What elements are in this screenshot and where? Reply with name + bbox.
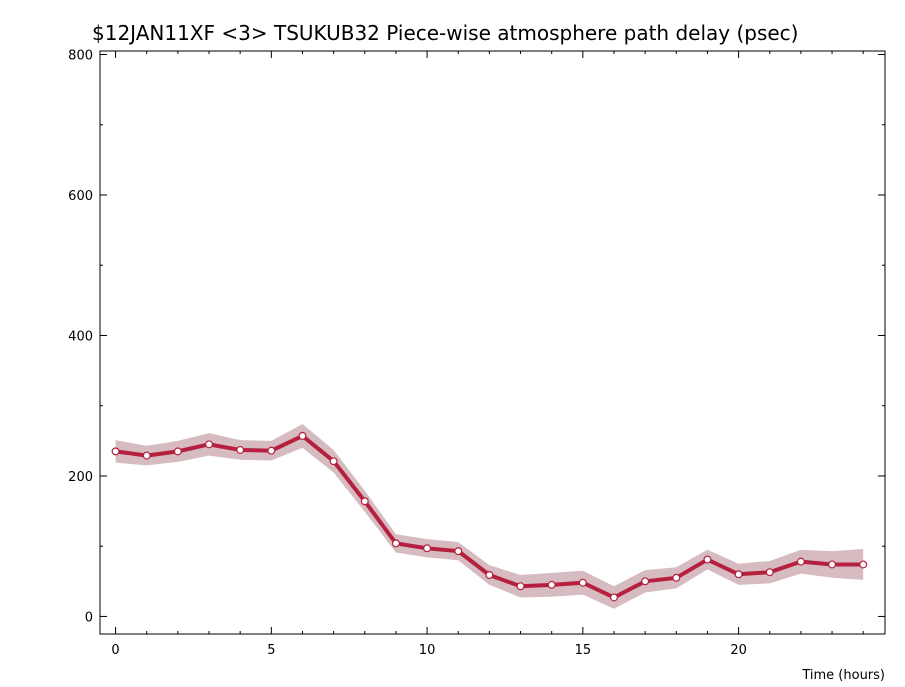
data-point xyxy=(298,431,307,440)
x-tick-label: 0 xyxy=(111,643,119,658)
y-tick-label: 0 xyxy=(85,610,93,625)
data-point xyxy=(267,446,276,455)
data-point xyxy=(641,577,650,586)
error-band-layer xyxy=(115,423,864,609)
data-point xyxy=(734,570,743,579)
data-point xyxy=(329,457,338,466)
data-point xyxy=(578,578,587,587)
y-tick-label: 400 xyxy=(68,329,93,344)
y-tick-label: 800 xyxy=(68,49,93,64)
data-point xyxy=(360,497,369,506)
y-tick-label: 200 xyxy=(68,470,93,485)
data-point xyxy=(796,557,805,566)
data-point xyxy=(516,582,525,591)
data-point xyxy=(236,445,245,454)
data-point xyxy=(828,560,837,569)
data-point xyxy=(485,570,494,579)
data-point xyxy=(454,547,463,556)
data-point xyxy=(111,447,120,456)
data-point xyxy=(173,447,182,456)
x-axis-label: Time (hours) xyxy=(801,668,885,683)
data-point-layer xyxy=(111,431,868,602)
data-point xyxy=(672,573,681,582)
data-point xyxy=(205,440,214,449)
x-tick-label: 15 xyxy=(575,643,592,658)
data-point xyxy=(391,539,400,548)
error-band xyxy=(115,423,864,609)
data-point xyxy=(609,593,618,602)
axis-ticks xyxy=(100,51,885,634)
data-point xyxy=(547,580,556,589)
plot-frame xyxy=(99,50,886,635)
x-tick-label: 5 xyxy=(267,643,275,658)
y-tick-label: 600 xyxy=(68,189,93,204)
data-point xyxy=(859,560,868,569)
x-tick-label: 20 xyxy=(730,643,747,658)
chart-title: $12JAN11XF <3> TSUKUB32 Piece-wise atmos… xyxy=(92,21,798,45)
data-point xyxy=(142,451,151,460)
x-tick-label: 10 xyxy=(419,643,436,658)
data-point xyxy=(423,544,432,553)
data-point xyxy=(765,568,774,577)
data-point xyxy=(703,555,712,564)
